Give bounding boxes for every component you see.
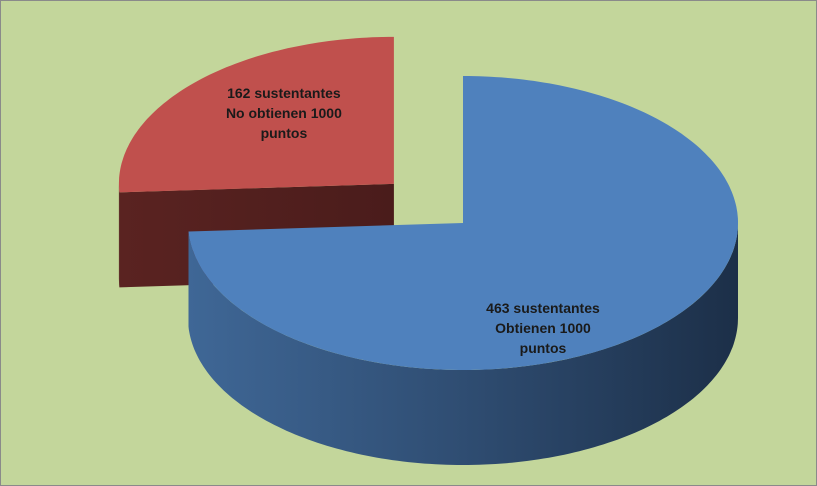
value-label: 463 sustentantes <box>486 300 600 317</box>
value-label: 162 sustentantes <box>227 85 341 102</box>
data-label: 162 sustentantes No obtienen 1000 puntos <box>214 83 354 143</box>
category-label: No obtienen 1000 puntos <box>225 105 342 142</box>
slice-side <box>188 223 738 465</box>
slice <box>118 36 394 193</box>
category-label: Obtienen 1000 puntos <box>495 320 591 357</box>
data-label: 463 sustentantes Obtienen 1000 puntos <box>473 298 613 358</box>
slice <box>188 76 738 370</box>
slice-side <box>118 183 120 288</box>
